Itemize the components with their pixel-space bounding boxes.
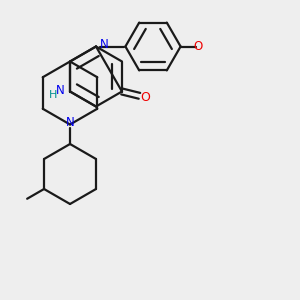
Text: H: H: [48, 90, 57, 100]
Text: O: O: [140, 91, 150, 103]
Text: N: N: [56, 83, 65, 97]
Text: O: O: [193, 40, 202, 53]
Text: N: N: [100, 38, 109, 52]
Text: N: N: [66, 116, 74, 130]
